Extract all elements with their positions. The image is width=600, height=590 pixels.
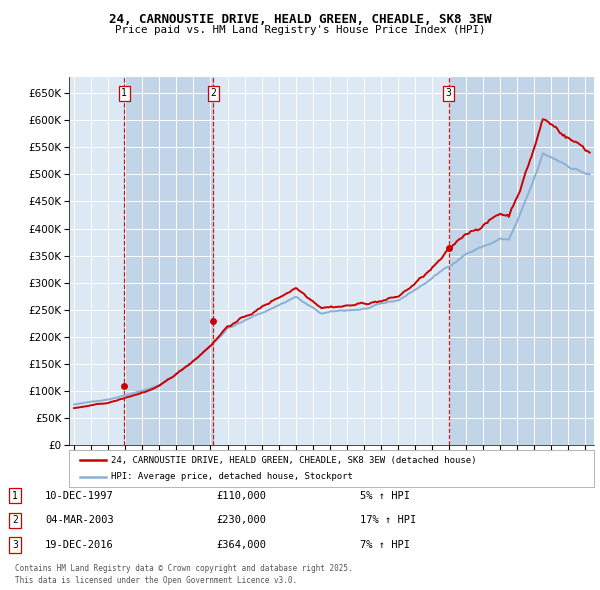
Text: 1: 1 xyxy=(121,88,127,99)
Text: 5% ↑ HPI: 5% ↑ HPI xyxy=(360,491,410,500)
Text: 3: 3 xyxy=(12,540,18,550)
Text: 3: 3 xyxy=(446,88,452,99)
Text: 24, CARNOUSTIE DRIVE, HEALD GREEN, CHEADLE, SK8 3EW (detached house): 24, CARNOUSTIE DRIVE, HEALD GREEN, CHEAD… xyxy=(111,456,476,465)
Text: 1: 1 xyxy=(12,491,18,500)
Text: 17% ↑ HPI: 17% ↑ HPI xyxy=(360,516,416,525)
Text: 10-DEC-1997: 10-DEC-1997 xyxy=(45,491,114,500)
Bar xyxy=(449,77,594,445)
Text: Price paid vs. HM Land Registry's House Price Index (HPI): Price paid vs. HM Land Registry's House … xyxy=(115,25,485,35)
Text: 04-MAR-2003: 04-MAR-2003 xyxy=(45,516,114,525)
Text: 19-DEC-2016: 19-DEC-2016 xyxy=(45,540,114,550)
Text: HPI: Average price, detached house, Stockport: HPI: Average price, detached house, Stoc… xyxy=(111,472,353,481)
Text: 24, CARNOUSTIE DRIVE, HEALD GREEN, CHEADLE, SK8 3EW: 24, CARNOUSTIE DRIVE, HEALD GREEN, CHEAD… xyxy=(109,13,491,26)
Bar xyxy=(124,77,214,445)
Text: 2: 2 xyxy=(211,88,217,99)
Text: Contains HM Land Registry data © Crown copyright and database right 2025.
This d: Contains HM Land Registry data © Crown c… xyxy=(15,565,353,585)
Text: £364,000: £364,000 xyxy=(216,540,266,550)
Text: 2: 2 xyxy=(12,516,18,525)
Text: £230,000: £230,000 xyxy=(216,516,266,525)
Text: 7% ↑ HPI: 7% ↑ HPI xyxy=(360,540,410,550)
Text: £110,000: £110,000 xyxy=(216,491,266,500)
